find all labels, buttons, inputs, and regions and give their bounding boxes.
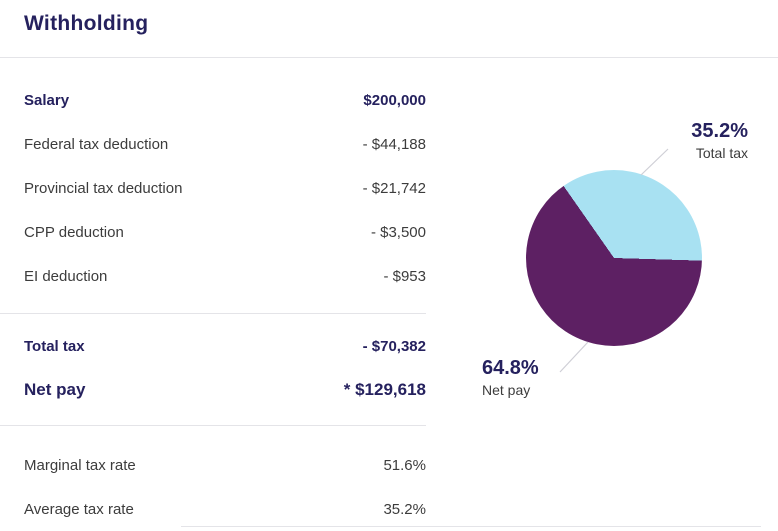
row-value: - $44,188 (362, 135, 426, 153)
withholding-table: Salary $200,000 Federal tax deduction - … (0, 78, 426, 531)
row-label: Provincial tax deduction (24, 179, 183, 197)
total-tax-label: Total tax (695, 145, 748, 161)
row-label: Marginal tax rate (24, 456, 136, 474)
table-row-cpp-deduction: CPP deduction - $3,500 (0, 210, 426, 254)
row-label: Net pay (24, 380, 86, 399)
net-pay-percent: 64.8% (482, 357, 539, 379)
table-row-net-pay: Net pay * $129,618 (0, 368, 426, 412)
row-value: - $70,382 (362, 337, 426, 355)
table-row-average-tax-rate: Average tax rate 35.2% (0, 487, 426, 531)
row-value: 51.6% (383, 456, 426, 474)
table-row-provincial-tax: Provincial tax deduction - $21,742 (0, 166, 426, 210)
row-value: - $953 (383, 267, 426, 285)
pie-chart (526, 170, 702, 346)
row-label: CPP deduction (24, 223, 124, 241)
callout-net-pay: 64.8% Net pay (482, 357, 539, 399)
page-title: Withholding (24, 12, 149, 35)
table-row-salary: Salary $200,000 (0, 78, 426, 122)
total-tax-percent: 35.2% (691, 120, 748, 142)
row-value: $200,000 (363, 91, 426, 109)
row-label: Salary (24, 91, 70, 109)
net-pay-label: Net pay (482, 382, 531, 398)
table-row-federal-tax: Federal tax deduction - $44,188 (0, 122, 426, 166)
table-divider (0, 425, 426, 426)
row-value: * $129,618 (343, 380, 426, 399)
table-row-marginal-tax-rate: Marginal tax rate 51.6% (0, 443, 426, 487)
header-divider (0, 57, 778, 58)
row-label: EI deduction (24, 267, 108, 285)
row-value: 35.2% (383, 500, 426, 518)
table-row-total-tax: Total tax - $70,382 (0, 324, 426, 368)
bottom-divider (181, 526, 761, 527)
leader-line-net-pay (559, 341, 589, 373)
row-value: - $3,500 (370, 223, 426, 241)
row-value: - $21,742 (362, 179, 426, 197)
table-divider (0, 313, 426, 314)
row-label: Total tax (24, 337, 85, 355)
leader-line-total-tax (640, 148, 669, 176)
row-label: Average tax rate (24, 500, 134, 518)
table-row-ei-deduction: EI deduction - $953 (0, 254, 426, 298)
row-label: Federal tax deduction (24, 135, 169, 153)
callout-total-tax: 35.2% Total tax (691, 120, 748, 162)
